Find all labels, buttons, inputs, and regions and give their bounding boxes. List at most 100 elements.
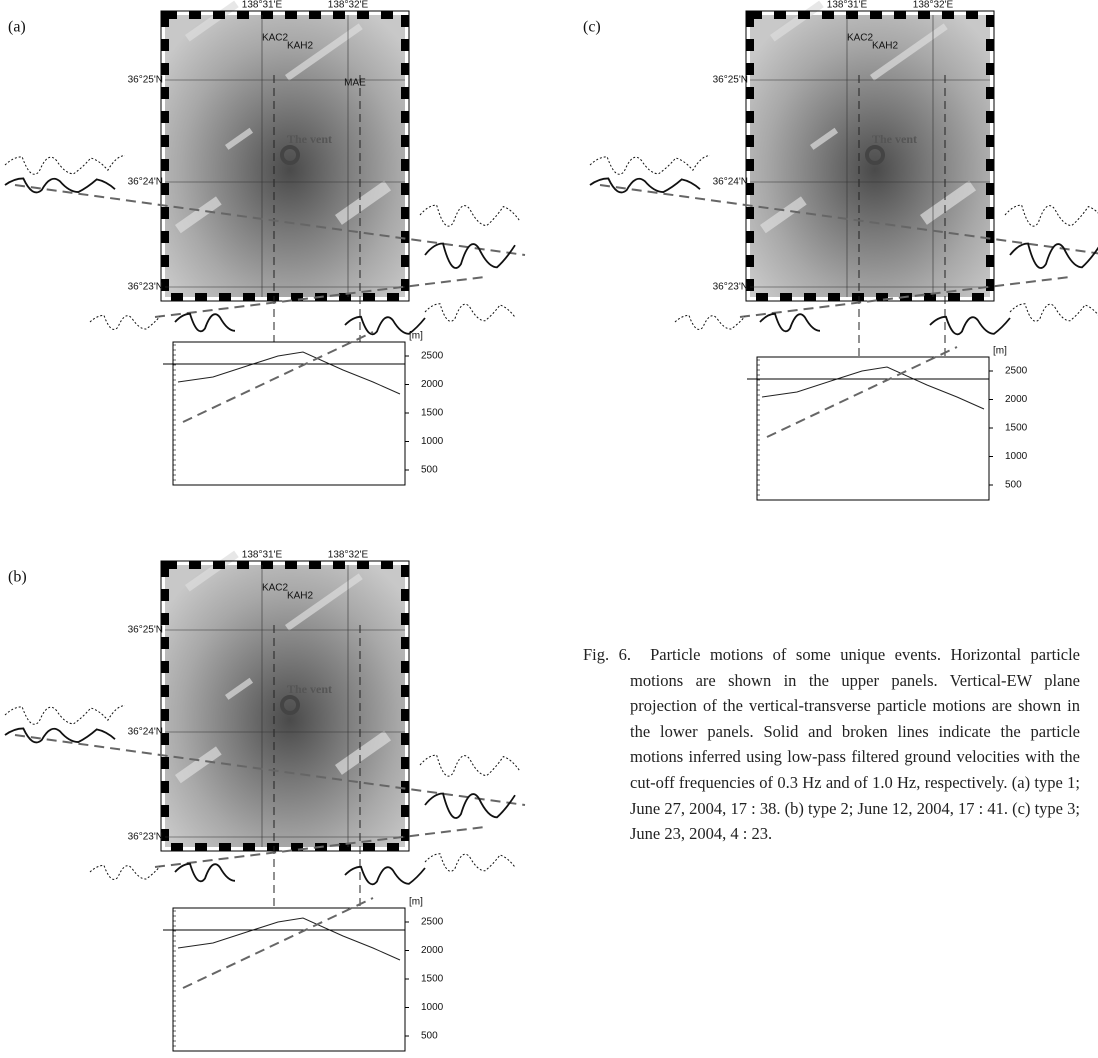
lon-label: 138°32'E: [913, 0, 954, 11]
terrain-patch: [870, 23, 948, 81]
vent-ring: [280, 695, 300, 715]
azimuth-line: [739, 276, 1071, 318]
lon-label: 138°31'E: [242, 550, 283, 561]
lon-label: 138°31'E: [827, 0, 868, 11]
particle-motion-solid: [424, 792, 516, 819]
azimuth-line: [599, 184, 1098, 255]
lon-label: 138°32'E: [328, 0, 369, 11]
particle-motion-dashed: [1004, 204, 1098, 227]
particle-motion-dashed: [589, 155, 711, 175]
azimuth-line: [766, 346, 958, 438]
station-label: MAE: [344, 78, 366, 89]
profile-tick-label: 1500: [421, 408, 444, 419]
station-label: KAH2: [287, 591, 314, 602]
azimuth-line: [154, 826, 486, 868]
particle-motion-dashed: [89, 864, 161, 880]
lat-label: 36°23'N: [713, 282, 748, 293]
terrain-patch: [919, 180, 977, 225]
particle-motion-dashed: [4, 705, 126, 725]
terrain-patch: [285, 23, 363, 81]
station-label: KAC2: [847, 33, 874, 44]
particle-motion-solid: [424, 242, 516, 269]
profile-tick-label: 2500: [421, 917, 444, 928]
vent-ring: [865, 145, 885, 165]
particle-motion-solid: [1009, 242, 1098, 269]
terrain-patch: [174, 746, 222, 784]
profile-tick-label: 2000: [1005, 394, 1028, 405]
map-frame: [746, 11, 994, 301]
particle-motion-dashed: [419, 754, 521, 777]
lat-label: 36°25'N: [713, 75, 748, 86]
profile-tick-label: 1000: [1005, 451, 1028, 462]
azimuth-line: [14, 734, 526, 806]
lon-label: 138°32'E: [328, 550, 369, 561]
profile-tick-label: 1500: [421, 974, 444, 985]
profile-tick-label: 2000: [421, 379, 444, 390]
particle-motion-solid: [344, 315, 426, 336]
map-shading: [165, 565, 405, 847]
particle-motion-solid: [4, 177, 116, 194]
particle-motion-solid: [174, 312, 236, 333]
terrain-patch: [810, 127, 839, 150]
lat-label: 36°25'N: [128, 625, 163, 636]
map-shading: [165, 15, 405, 297]
profile-tick-label: 2500: [421, 351, 444, 362]
vent-label: The vent: [872, 132, 917, 146]
vent-label: The vent: [287, 682, 332, 696]
azimuth-line: [154, 276, 486, 318]
lat-label: 36°25'N: [128, 75, 163, 86]
lat-label: 36°24'N: [128, 177, 163, 188]
vent-ring: [280, 145, 300, 165]
panel-label: (a): [8, 19, 26, 36]
profile-unit: [m]: [993, 346, 1007, 357]
lon-label: 138°31'E: [242, 0, 283, 11]
lat-label: 36°23'N: [128, 832, 163, 843]
terrain-patch: [225, 127, 254, 150]
caption-text: Particle motions of some unique events. …: [630, 645, 1081, 844]
terrain-patch: [335, 730, 392, 775]
terrain-patch: [174, 196, 222, 234]
particle-motion-dashed: [424, 303, 516, 322]
vent-label: The vent: [287, 132, 332, 146]
terrain-patch: [334, 180, 392, 225]
topographic-profile: [177, 351, 401, 395]
profile-tick-label: 2500: [1005, 366, 1028, 377]
profile-frame: [172, 341, 406, 486]
caption-label: Fig. 6.: [583, 645, 632, 664]
profile-unit: [m]: [409, 331, 423, 342]
profile-frame: [172, 907, 406, 1052]
particle-motion-dashed: [674, 314, 746, 330]
particle-motion-dashed: [424, 853, 516, 872]
profile-tick-label: 1000: [421, 436, 444, 447]
profile-tick-label: 2000: [421, 945, 444, 956]
profile-tick-label: 1500: [1005, 423, 1028, 434]
panel-label: (c): [583, 19, 601, 36]
particle-motion-solid: [759, 312, 821, 333]
topographic-profile: [761, 366, 985, 410]
profile-tick-label: 500: [421, 1031, 438, 1042]
map-frame: [161, 11, 409, 301]
terrain-patch: [225, 677, 254, 700]
particle-motion-solid: [344, 865, 426, 886]
particle-motion-solid: [589, 177, 701, 194]
profile-unit: [m]: [409, 897, 423, 908]
lat-label: 36°24'N: [713, 177, 748, 188]
particle-motion-dashed: [419, 204, 521, 227]
map-shading: [750, 15, 990, 297]
station-label: KAC2: [262, 33, 289, 44]
particle-motion-dashed: [4, 155, 126, 175]
profile-tick-label: 500: [421, 465, 438, 476]
azimuth-line: [182, 897, 374, 989]
profile-tick-label: 1000: [421, 1002, 444, 1013]
profile-tick-label: 500: [1005, 480, 1022, 491]
particle-motion-solid: [4, 727, 116, 744]
particle-motion-dashed: [89, 314, 161, 330]
terrain-patch: [759, 196, 807, 234]
azimuth-line: [14, 184, 526, 256]
particle-motion-solid: [174, 862, 236, 883]
particle-motion-solid: [929, 315, 1011, 336]
station-label: KAH2: [287, 41, 314, 52]
caption: Fig. 6. Particle motions of some unique …: [583, 642, 1080, 847]
